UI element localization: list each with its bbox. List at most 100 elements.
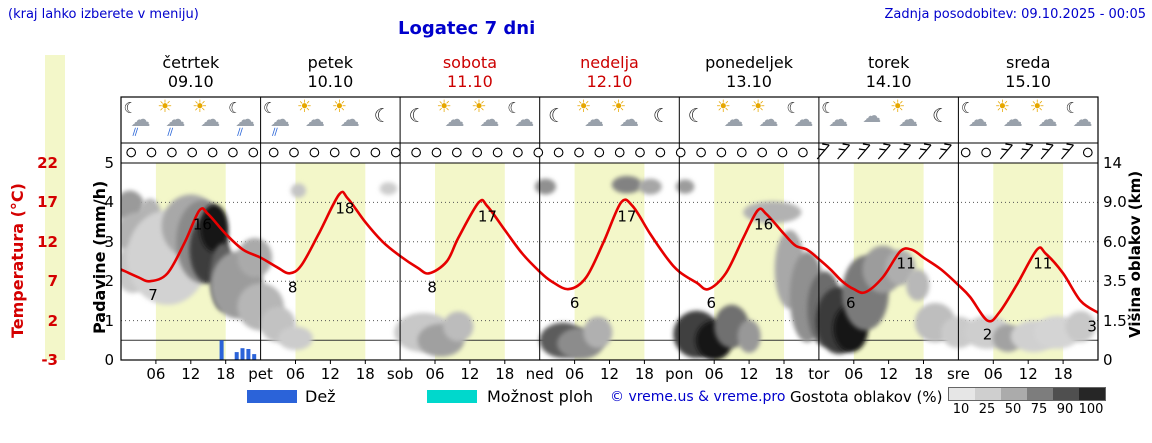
x-tick-label: 06 <box>425 365 445 383</box>
cloud-scale-segment <box>1001 388 1027 400</box>
cloud-blob <box>200 204 228 252</box>
cloud-scale-segment <box>1027 388 1053 400</box>
x-day-abbr: ned <box>525 365 554 383</box>
moon-phase-icon <box>716 147 727 158</box>
weather-sun-cloud-icon: ☀ ☁ <box>611 99 643 142</box>
cloud-blob <box>885 249 916 286</box>
moon-phase-icon <box>207 147 218 158</box>
weather-sun-cloud-icon: ☀ ☁ <box>331 97 364 142</box>
day-name: četrtek <box>162 53 220 72</box>
wind-barb-icon <box>999 143 1013 160</box>
moon-phase-icon <box>1082 147 1093 158</box>
cloud-density-legend-label: Gostota oblakov (%) <box>790 388 943 406</box>
rain-bar <box>240 348 245 360</box>
showers-legend-swatch <box>427 390 477 403</box>
moon-phase-icon <box>309 147 320 158</box>
cloud-icon: ☁ <box>584 107 605 131</box>
sun-icon: ☀ <box>471 97 487 117</box>
moon-phase-icon <box>635 147 645 158</box>
temp-point-label: 16 <box>754 215 773 233</box>
cloud-scale-segment <box>1053 388 1079 400</box>
cloud-icon: ☁ <box>1002 107 1023 131</box>
moon-icon: ☾ <box>786 99 800 117</box>
moon-icon: ☾ <box>263 99 277 117</box>
wind-barb-icon <box>938 143 952 160</box>
precip-tick-label: 4 <box>104 193 114 212</box>
moon-phase-icon <box>798 147 808 158</box>
weather-moon-cloud-rain-icon: ☾ ☁ ∕∕ <box>122 100 154 142</box>
copyright-link[interactable]: © vreme.us & vreme.pro <box>610 389 786 405</box>
day-date: 11.10 <box>447 72 493 91</box>
temp-tick-label: 12 <box>37 232 58 251</box>
sun-icon: ☀ <box>331 97 348 117</box>
moon-phase-icon <box>411 147 421 158</box>
wind-barb-icon <box>1061 143 1074 160</box>
moon-phase-icon <box>614 147 625 158</box>
weather-sun-cloud-icon: ☀ ☁ <box>995 99 1027 142</box>
temp-point-label: 17 <box>617 207 636 225</box>
cloud-blob <box>675 179 695 194</box>
moon-icon: ☾ <box>652 105 670 127</box>
weather-moon-icon: ☾ <box>646 100 678 142</box>
cloud-icon: ☁ <box>793 107 814 131</box>
day-date: 15.10 <box>1005 72 1052 91</box>
cloud-blob <box>743 201 802 224</box>
x-tick-label: 12 <box>181 365 201 383</box>
weather-moon-icon: ☾ <box>925 100 957 142</box>
temperature-curve <box>121 190 1098 323</box>
weather-moon-icon: ☾ <box>367 100 399 142</box>
x-tick-label: 06 <box>704 365 724 383</box>
daytime-band <box>295 163 366 360</box>
temp-point-label: 8 <box>288 278 298 296</box>
weather-moon-cloud-icon: ☾ ☁ <box>820 100 852 142</box>
moon-phase-icon <box>960 147 971 158</box>
wind-barb-icon <box>837 143 851 160</box>
x-tick-label: 18 <box>216 365 236 383</box>
cloud-height-tick-label: 3.5 <box>1103 272 1127 291</box>
sun-icon: ☀ <box>1029 97 1045 117</box>
moon-phase-icon <box>146 147 157 158</box>
cloud-blob <box>278 326 313 351</box>
temp-point-label: 8 <box>427 278 437 296</box>
moon-phase-icon <box>167 147 177 158</box>
moon-phase-icon <box>187 147 198 158</box>
wind-barb-icon <box>898 143 912 160</box>
weather-sun-cloud-icon: ☀ ☁ <box>436 97 468 142</box>
cloud-height-tick-label: 6.0 <box>1103 232 1127 251</box>
temp-point-label: 7 <box>148 286 158 304</box>
moon-phase-icon <box>329 147 340 158</box>
moon-phase-icon <box>736 147 747 158</box>
cloud-icon: ☁ <box>514 107 535 131</box>
weather-cloud-icon: ☁ <box>855 100 887 142</box>
day-name: torek <box>867 53 910 72</box>
temp-point-label: 2 <box>983 326 993 344</box>
page-title: Logatec 7 dni <box>398 18 536 39</box>
wind-barb-icon <box>816 143 830 160</box>
weather-moon-icon: ☾ <box>541 100 573 142</box>
location-hint: (kraj lahko izberete v meniju) <box>8 7 199 22</box>
sun-icon: ☀ <box>436 97 452 117</box>
moon-icon: ☾ <box>687 105 705 127</box>
cloud-icon: ☁ <box>444 107 465 131</box>
cloud-icon: ☁ <box>862 105 882 127</box>
cloud-blob <box>535 178 556 195</box>
sun-icon: ☀ <box>890 97 906 117</box>
weather-moon-cloud-icon: ☾ ☁ <box>506 100 538 142</box>
day-name: petek <box>307 53 354 72</box>
moon-icon: ☾ <box>123 99 137 117</box>
moon-icon: ☾ <box>507 99 521 117</box>
day-date: 09.10 <box>167 72 214 91</box>
day-date: 14.10 <box>865 72 912 91</box>
temp-tick-label: 22 <box>37 154 58 172</box>
weather-moon-cloud-rain-icon: ☾ ☁ ∕∕ <box>227 100 259 142</box>
moon-icon: ☾ <box>821 99 835 117</box>
last-update: Zadnja posodobitev: 09.10.2025 - 00:05 <box>884 7 1146 22</box>
x-day-abbr: tor <box>808 365 830 383</box>
temp-point-label: 6 <box>570 294 580 312</box>
moon-phase-icon <box>370 147 381 158</box>
cloud-scale-tick-label: 90 <box>1056 402 1074 417</box>
sun-icon: ☀ <box>750 97 766 117</box>
rain-bar <box>246 349 251 360</box>
temp-tick-label: -3 <box>41 351 58 369</box>
cloud-height-axis-label: Višina oblakov (km) <box>1126 170 1144 338</box>
